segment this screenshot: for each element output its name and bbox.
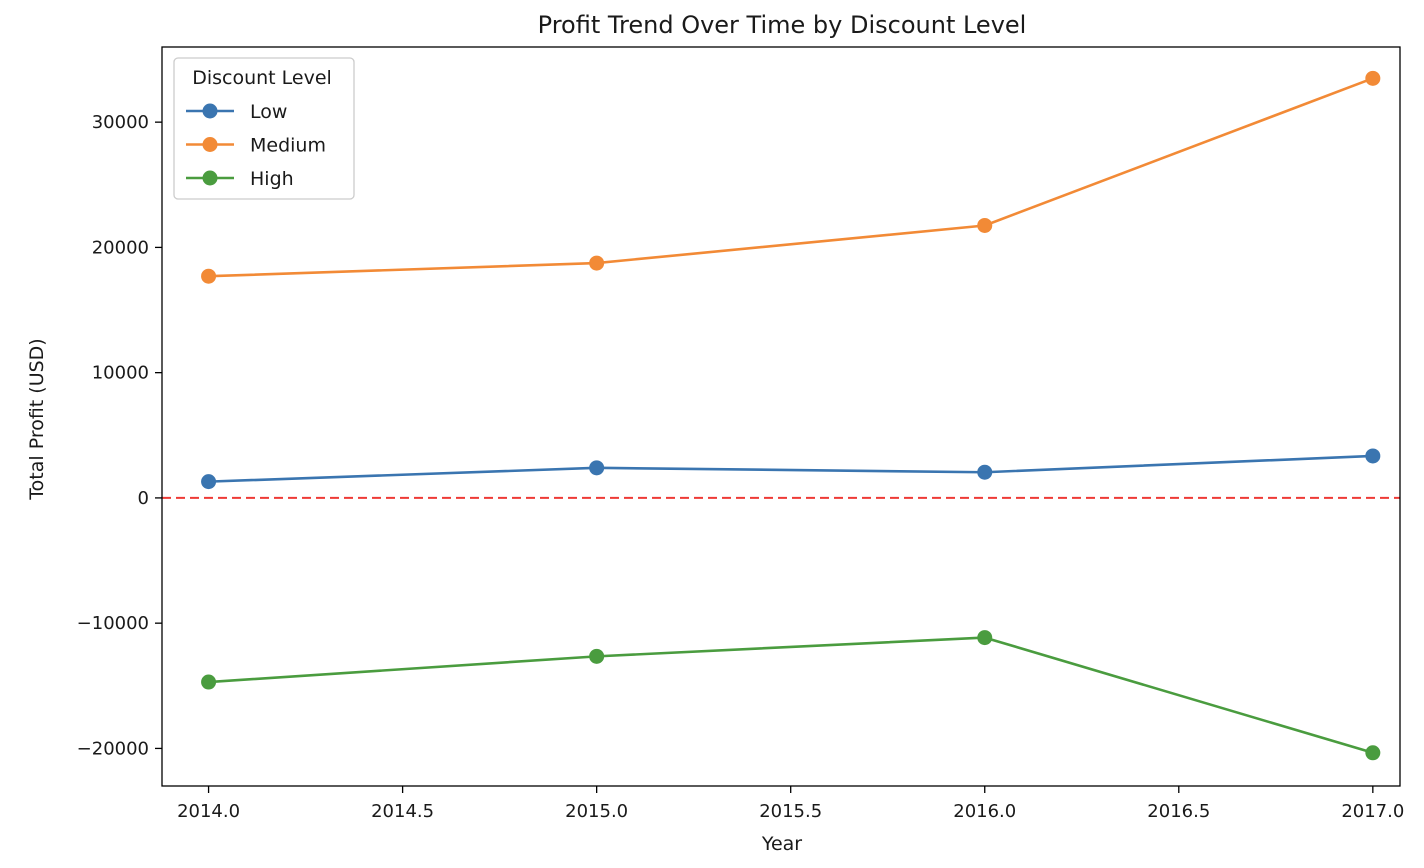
x-tick-label: 2016.0 xyxy=(953,801,1016,822)
data-point-high xyxy=(201,674,217,690)
data-point-medium xyxy=(977,217,993,233)
x-tick-label: 2015.5 xyxy=(759,801,822,822)
series-high xyxy=(201,630,1381,761)
legend: Discount Level Low Medium High xyxy=(173,57,355,200)
y-tick-label: 20000 xyxy=(92,237,149,258)
y-tick-label: 0 xyxy=(138,488,149,509)
legend-item-low: Low xyxy=(186,101,287,123)
series-medium xyxy=(201,70,1381,284)
legend-label: Low xyxy=(250,101,287,123)
data-point-low xyxy=(201,474,217,490)
x-tick-label: 2016.5 xyxy=(1147,801,1210,822)
series-low xyxy=(201,448,1381,490)
legend-swatch-marker xyxy=(202,103,218,119)
y-tick-label: −20000 xyxy=(77,738,149,759)
x-tick-label: 2015.0 xyxy=(565,801,628,822)
legend-swatch-marker xyxy=(202,170,218,186)
x-axis-label: Year xyxy=(761,833,802,855)
data-point-medium xyxy=(201,268,217,284)
series-line-high xyxy=(208,636,1374,755)
y-axis: −20000 −10000 0 10000 20000 30000 xyxy=(77,112,162,759)
series-line-low xyxy=(208,454,1373,483)
plot-frame xyxy=(161,46,1401,787)
legend-frame xyxy=(173,57,355,200)
data-point-high xyxy=(1365,745,1381,761)
y-tick-label: 30000 xyxy=(92,112,149,133)
data-point-low xyxy=(977,464,993,480)
y-tick-label: 10000 xyxy=(92,363,149,384)
series-line-medium xyxy=(208,77,1374,278)
y-tick-label: −10000 xyxy=(77,613,149,634)
plot-area xyxy=(161,46,1401,787)
chart-title: Profit Trend Over Time by Discount Level xyxy=(538,11,1027,39)
x-tick-label: 2014.0 xyxy=(177,801,240,822)
x-tick-label: 2017.0 xyxy=(1341,801,1404,822)
data-point-high xyxy=(589,648,605,664)
data-point-high xyxy=(977,630,993,646)
data-point-medium xyxy=(1365,70,1381,86)
x-axis: 2014.0 2014.5 2015.0 2015.5 2016.0 2016.5 2017… xyxy=(177,786,1404,822)
y-axis-label: Total Profit (USD) xyxy=(26,338,48,500)
legend-swatch-marker xyxy=(202,137,218,152)
legend-item-high: High xyxy=(186,168,294,190)
legend-label: High xyxy=(250,168,294,190)
data-point-low xyxy=(589,460,605,476)
legend-label: Medium xyxy=(250,135,326,157)
data-point-medium xyxy=(589,255,605,271)
series-layer xyxy=(201,70,1381,761)
x-tick-label: 2014.5 xyxy=(371,801,434,822)
legend-title: Discount Level xyxy=(192,67,332,89)
data-point-low xyxy=(1365,448,1381,464)
legend-item-medium: Medium xyxy=(186,135,326,157)
